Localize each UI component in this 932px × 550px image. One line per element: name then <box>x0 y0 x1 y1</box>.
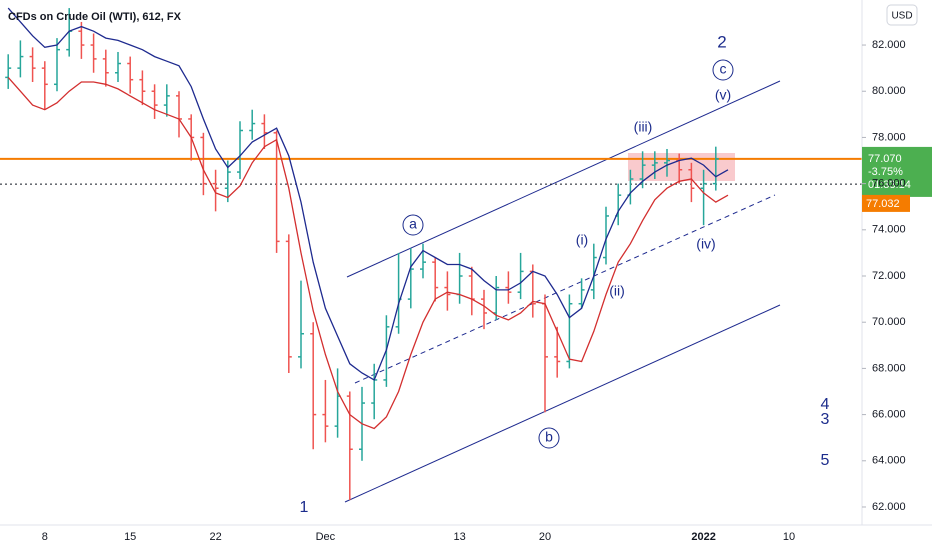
second-price-label: 77.032 <box>866 198 900 210</box>
currency-button[interactable] <box>886 4 918 26</box>
y-tick-label: 64.000 <box>872 455 906 467</box>
y-tick-label: 76.000 <box>872 178 906 190</box>
y-tick-label: 82.000 <box>872 39 906 51</box>
wave-label: 2 <box>717 32 726 51</box>
y-tick-label: 62.000 <box>872 501 906 513</box>
x-tick-label: 8 <box>42 531 48 543</box>
moving-average <box>7 76 729 430</box>
x-tick-label: 20 <box>539 531 551 543</box>
channel-middle <box>354 194 776 384</box>
channel-lower <box>344 304 781 503</box>
x-tick-label: 10 <box>783 531 795 543</box>
wave-label: 4 <box>821 396 830 413</box>
channel-upper <box>346 80 781 278</box>
wave-circle <box>712 59 734 81</box>
wave-label: 1 <box>300 499 309 516</box>
change-label: -3.75% <box>868 166 903 178</box>
wave-label: b <box>545 429 553 445</box>
y-tick-label: 66.000 <box>872 409 906 421</box>
plot-area <box>344 80 781 503</box>
wave-label: (iii) <box>634 119 653 135</box>
currency[interactable]: USD <box>891 11 912 22</box>
marks <box>0 7 862 501</box>
wave-circle <box>538 427 560 449</box>
wave-label: (iv) <box>696 236 715 252</box>
wave-label: (ii) <box>609 283 625 299</box>
wave-label: 3 <box>821 411 830 428</box>
x-tick-label: 15 <box>124 531 136 543</box>
wave-label: 5 <box>821 452 830 469</box>
x-tick-label: 13 <box>453 531 465 543</box>
price-labels: 77.070-3.75%01:33:14 77.032 <box>862 146 932 212</box>
x-tick-label: 22 <box>209 531 221 543</box>
x-tick-label: 2022 <box>691 531 715 543</box>
y-tick-label: 78.000 <box>872 131 906 143</box>
y-tick-label: 72.000 <box>872 270 906 282</box>
wave-circle <box>402 214 424 236</box>
y-tick-label: 74.000 <box>872 224 906 236</box>
last-price-label: 77.070 <box>868 153 902 165</box>
x-tick-label: Dec <box>316 531 336 543</box>
wave-label: (i) <box>576 232 588 248</box>
y-tick-label: 68.000 <box>872 362 906 374</box>
second-price-box <box>862 194 910 212</box>
y-tick-label: 80.000 <box>872 85 906 97</box>
y-tick-label: 70.000 <box>872 316 906 328</box>
target-zone <box>628 153 735 181</box>
wave-label: c <box>720 61 727 77</box>
chart-title: CFDs on Crude Oil (WTI), 612, FX <box>8 11 182 23</box>
last-price-box <box>862 146 932 197</box>
wave-labels: 2 c (v) (iii) a (i) (ii) (iv) b 1 4 3 5 <box>300 32 830 516</box>
wave-label: (v) <box>715 87 731 103</box>
wave-label: a <box>409 216 417 232</box>
moving-average <box>7 7 729 381</box>
countdown-label: 01:33:14 <box>868 179 911 191</box>
